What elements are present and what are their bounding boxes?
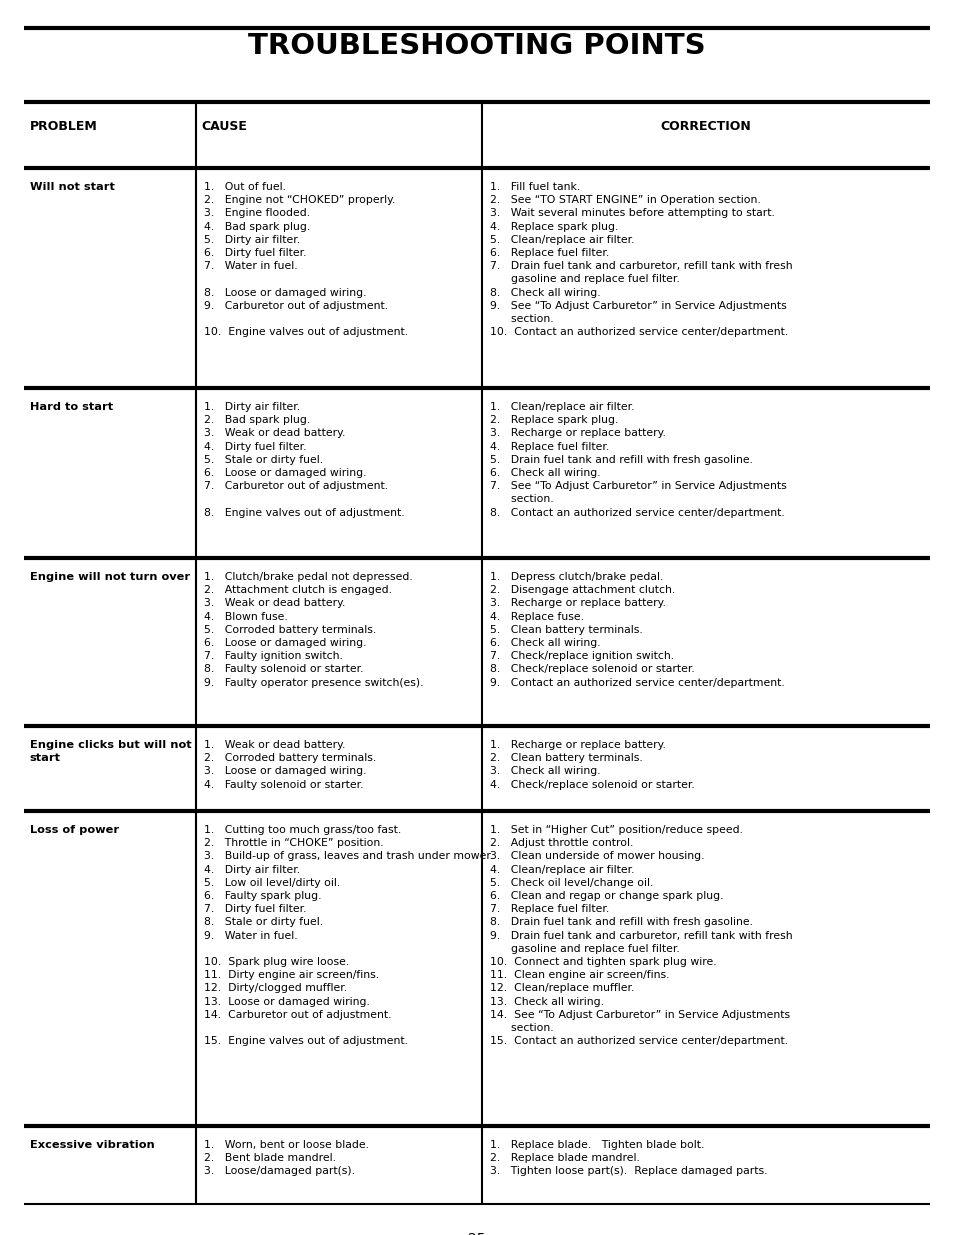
Text: CORRECTION: CORRECTION (659, 121, 751, 133)
Text: 1.   Dirty air filter.
2.   Bad spark plug.
3.   Weak or dead battery.
4.   Dirt: 1. Dirty air filter. 2. Bad spark plug. … (203, 403, 404, 517)
Text: 1.   Set in “Higher Cut” position/reduce speed.
2.   Adjust throttle control.
3.: 1. Set in “Higher Cut” position/reduce s… (489, 825, 792, 1046)
Text: Hard to start: Hard to start (30, 403, 112, 412)
Text: Excessive vibration: Excessive vibration (30, 1140, 154, 1150)
Text: 25: 25 (468, 1233, 485, 1235)
Text: 1.   Replace blade.   Tighten blade bolt.
2.   Replace blade mandrel.
3.   Tight: 1. Replace blade. Tighten blade bolt. 2.… (489, 1140, 766, 1177)
Text: 1.   Worn, bent or loose blade.
2.   Bent blade mandrel.
3.   Loose/damaged part: 1. Worn, bent or loose blade. 2. Bent bl… (203, 1140, 368, 1177)
Text: PROBLEM: PROBLEM (30, 121, 97, 133)
Text: Engine will not turn over: Engine will not turn over (30, 572, 190, 582)
Text: Will not start: Will not start (30, 182, 114, 191)
Text: Loss of power: Loss of power (30, 825, 119, 835)
Text: 1.   Recharge or replace battery.
2.   Clean battery terminals.
3.   Check all w: 1. Recharge or replace battery. 2. Clean… (489, 740, 694, 789)
Text: 1.   Depress clutch/brake pedal.
2.   Disengage attachment clutch.
3.   Recharge: 1. Depress clutch/brake pedal. 2. Diseng… (489, 572, 783, 688)
Text: 1.   Fill fuel tank.
2.   See “TO START ENGINE” in Operation section.
3.   Wait : 1. Fill fuel tank. 2. See “TO START ENGI… (489, 182, 792, 337)
Text: 1.   Clean/replace air filter.
2.   Replace spark plug.
3.   Recharge or replace: 1. Clean/replace air filter. 2. Replace … (489, 403, 785, 517)
Text: Engine clicks but will not
start: Engine clicks but will not start (30, 740, 192, 763)
Text: CAUSE: CAUSE (201, 121, 247, 133)
Text: TROUBLESHOOTING POINTS: TROUBLESHOOTING POINTS (248, 32, 705, 61)
Text: 1.   Weak or dead battery.
2.   Corroded battery terminals.
3.   Loose or damage: 1. Weak or dead battery. 2. Corroded bat… (203, 740, 375, 789)
Text: 1.   Out of fuel.
2.   Engine not “CHOKED” properly.
3.   Engine flooded.
4.   B: 1. Out of fuel. 2. Engine not “CHOKED” p… (203, 182, 407, 337)
Text: 1.   Cutting too much grass/too fast.
2.   Throttle in “CHOKE” position.
3.   Bu: 1. Cutting too much grass/too fast. 2. T… (203, 825, 493, 1046)
Text: 1.   Clutch/brake pedal not depressed.
2.   Attachment clutch is engaged.
3.   W: 1. Clutch/brake pedal not depressed. 2. … (203, 572, 422, 688)
